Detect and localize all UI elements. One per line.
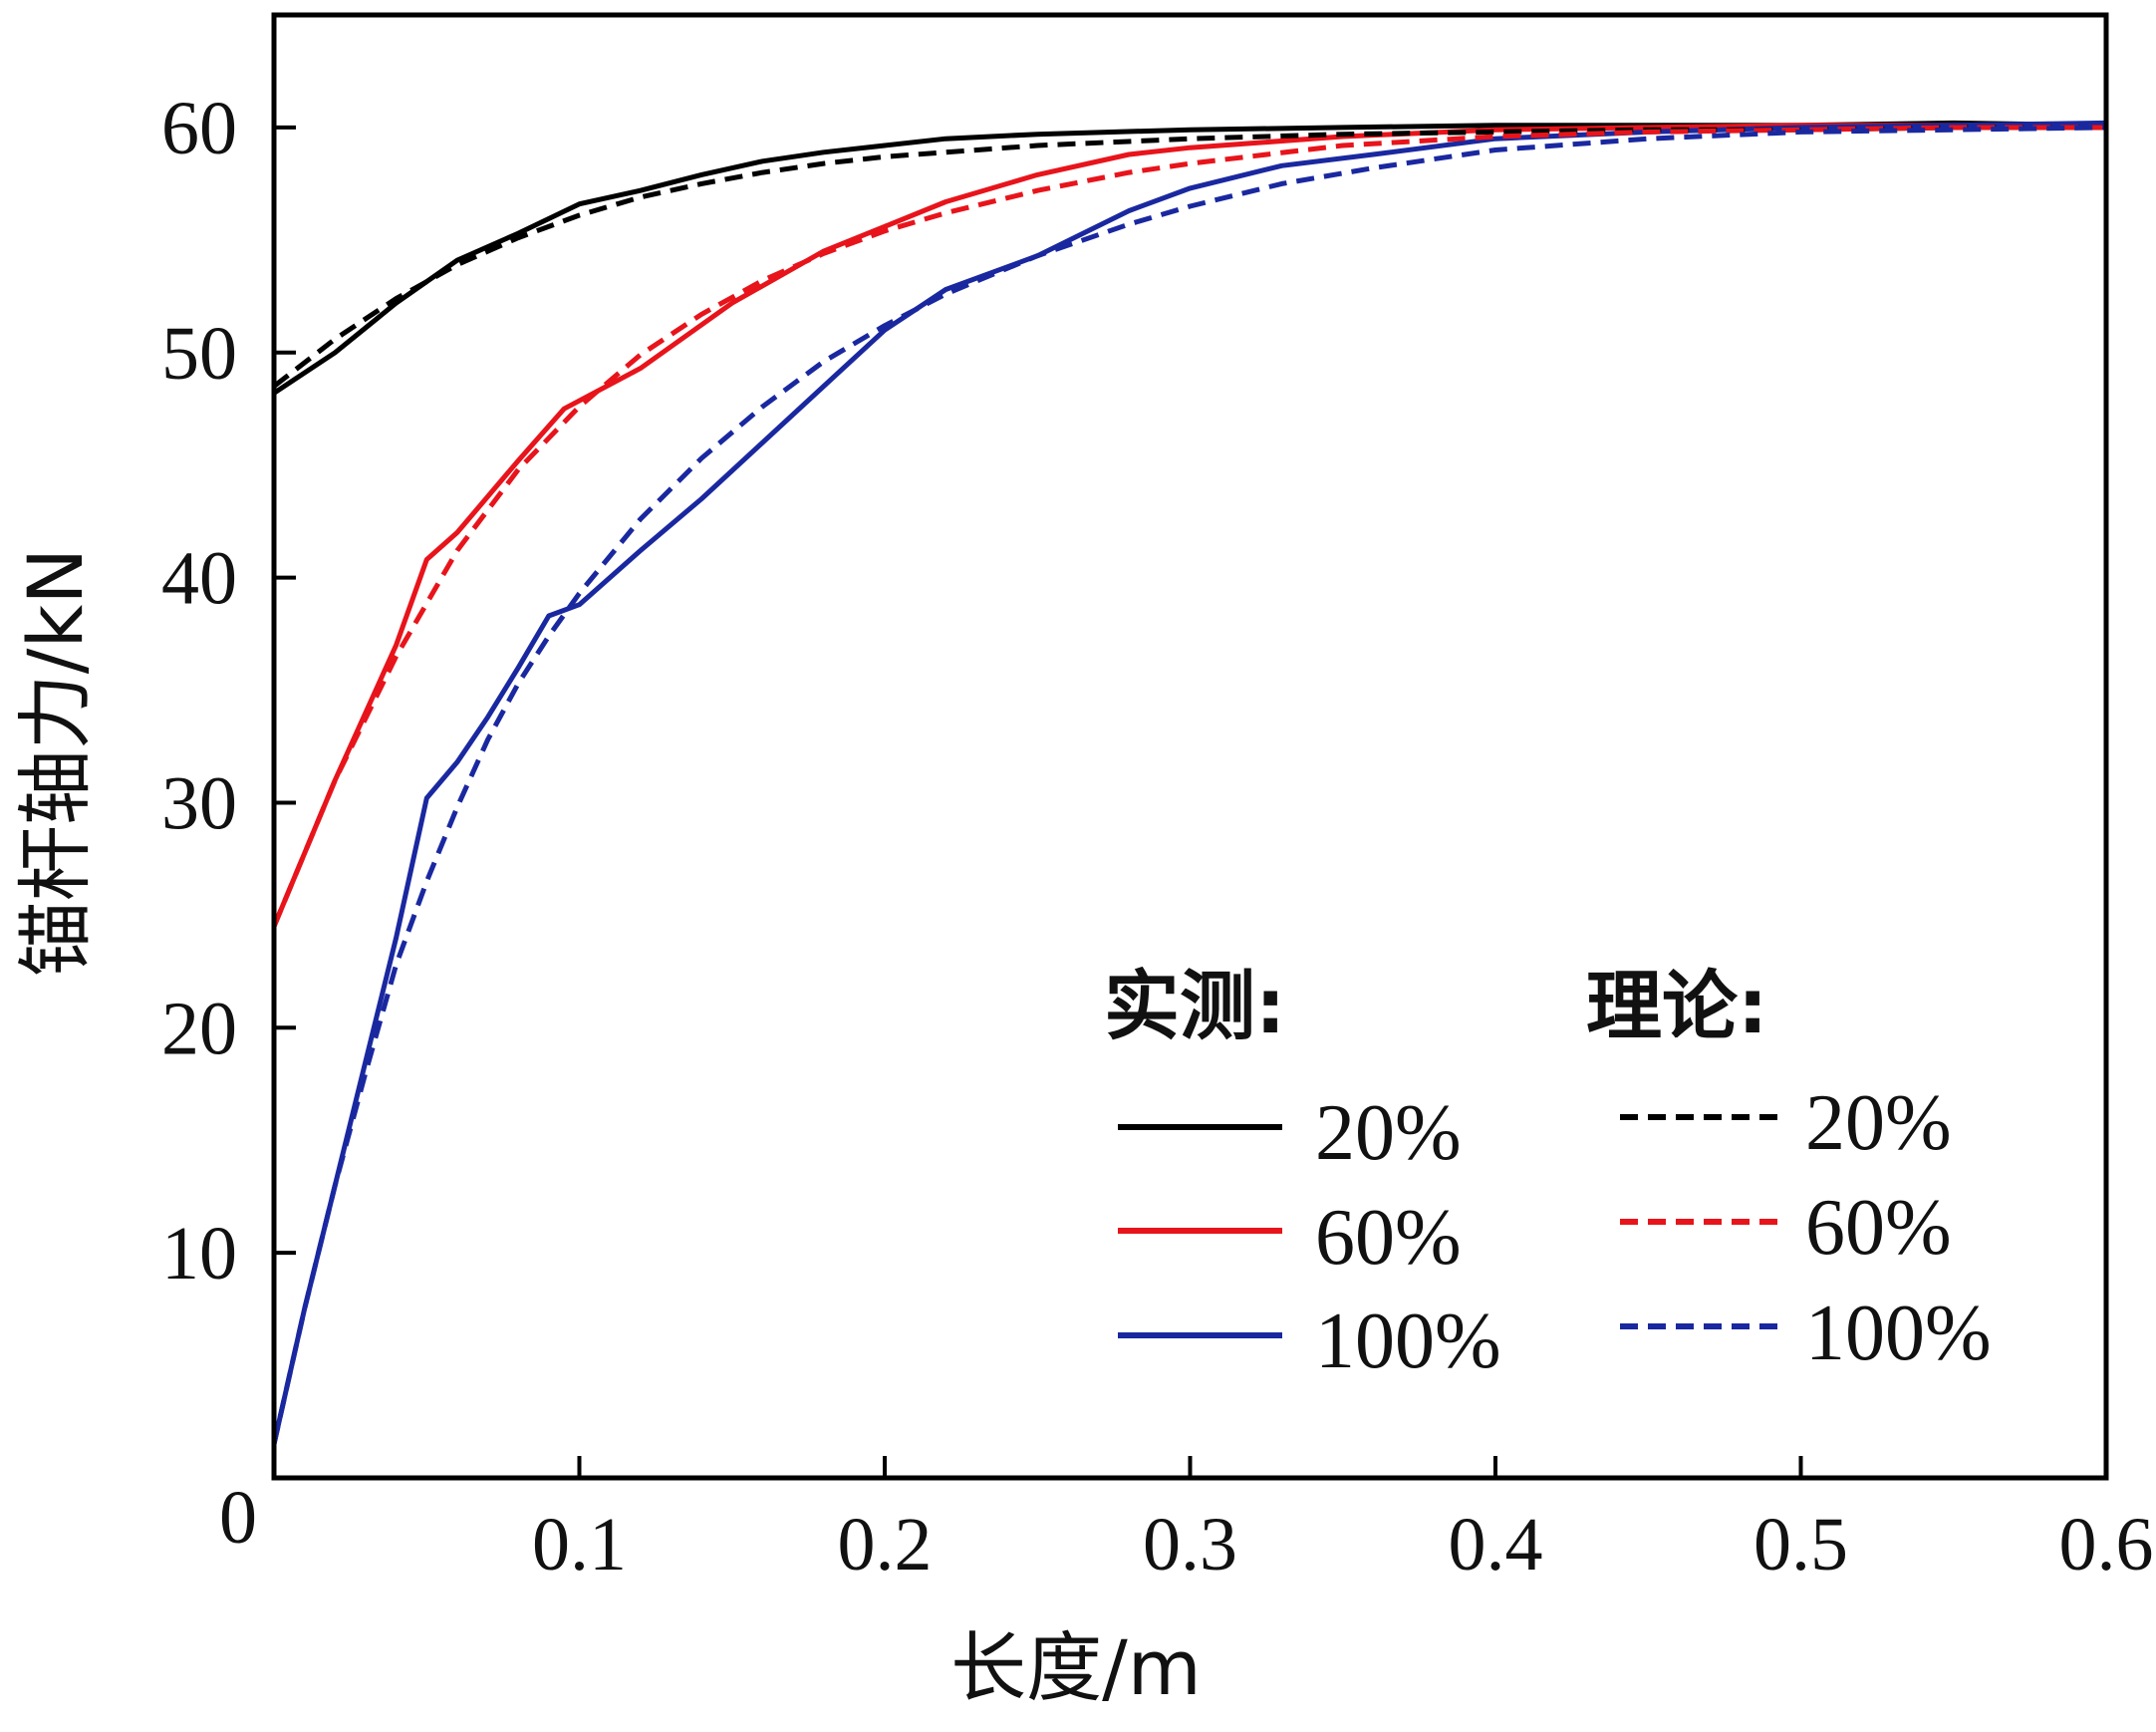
- series-layer: [271, 120, 2107, 1445]
- tick-layer: 0.1 0.2 0.3 0.4 0.5 0.6 0 10 20 30 40 50 60: [161, 87, 2154, 1587]
- legend-theory-label-60: 60%: [1805, 1184, 1952, 1272]
- x-tick-label: 0.4: [1449, 1503, 1543, 1587]
- y-tick-label: 40: [161, 537, 237, 621]
- legend-measured-label-60: 60%: [1315, 1194, 1462, 1282]
- x-tick-label: 0.2: [838, 1503, 933, 1587]
- legend-theory-label-100: 100%: [1805, 1290, 1992, 1377]
- legend-theory-title: 理论:: [1586, 962, 1767, 1050]
- y-tick-label: 30: [161, 761, 237, 845]
- x-axis-title: 长度/m: [950, 1623, 1202, 1712]
- y-tick-label: 0: [219, 1476, 257, 1560]
- y-tick-label: 20: [161, 987, 237, 1070]
- y-tick-label: 60: [161, 87, 237, 170]
- legend-rows: [1118, 1114, 1784, 1338]
- series-line-measured-20: [272, 120, 2107, 396]
- series-line-measured-100: [271, 120, 2107, 1445]
- series-line-theory-60: [271, 125, 2106, 928]
- series-line-theory-20: [272, 125, 2106, 389]
- x-tick-label: 0.1: [532, 1503, 627, 1587]
- series-line-theory-100: [271, 125, 2107, 1445]
- x-tick-label: 0.3: [1143, 1503, 1237, 1587]
- legend-theory-label-20: 20%: [1805, 1079, 1952, 1167]
- legend-measured-label-100: 100%: [1315, 1298, 1501, 1385]
- y-tick-label: 10: [161, 1212, 237, 1296]
- legend-measured-label-20: 20%: [1315, 1089, 1462, 1177]
- x-tick-label: 0.5: [1753, 1503, 1848, 1587]
- y-tick-label: 50: [161, 312, 237, 396]
- x-tick-label: 0.6: [2059, 1503, 2154, 1587]
- y-axis-title: 锚杆轴力/kN: [11, 548, 100, 977]
- legend: 实测: 理论: 20% 60% 100% 20% 60% 100%: [1104, 962, 1992, 1385]
- legend-measured-title: 实测:: [1104, 962, 1285, 1050]
